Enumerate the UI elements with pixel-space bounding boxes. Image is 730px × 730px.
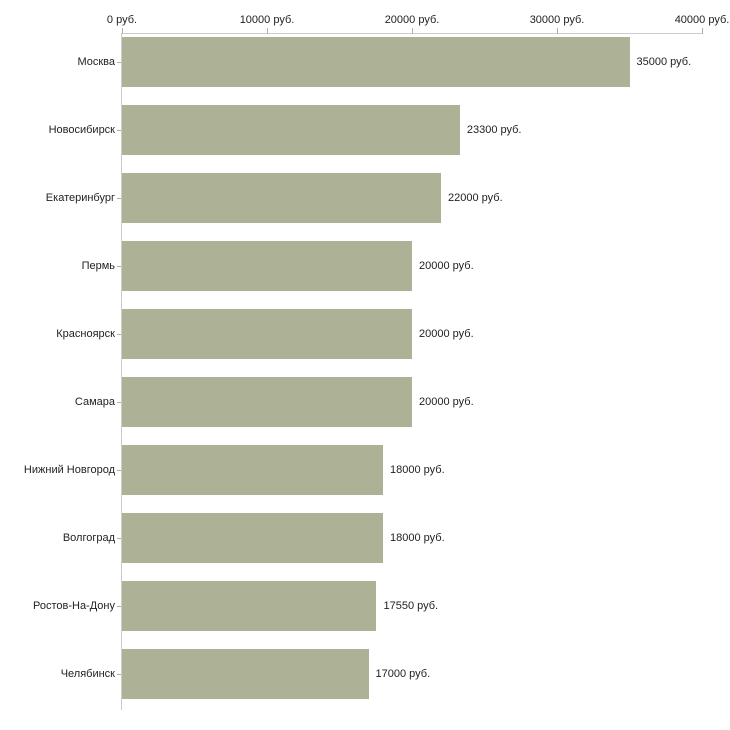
y-axis-tick [117,198,121,199]
bar-row: Волгоград 18000 руб. [63,513,702,563]
bar [122,649,369,699]
plot-area: 0 руб. 10000 руб. 20000 руб. 30000 руб. 4000… [24,14,729,710]
bar-row: Красноярск 20000 руб. [56,309,702,359]
y-axis-tick [117,62,121,63]
bar-row: Челябинск 17000 руб. [61,649,702,699]
bar [122,445,383,495]
category-label: Екатеринбург [45,192,115,204]
x-axis-tick [267,28,268,34]
value-label: 20000 руб. [419,396,474,408]
value-label: 18000 руб. [390,464,445,476]
bar [122,581,377,631]
x-axis-tick-label: 40000 руб. [674,14,730,26]
x-axis-tick [412,28,413,34]
category-label: Нижний Новгород [23,464,115,476]
value-label: 17000 руб. [375,668,431,680]
y-axis-tick [117,606,121,607]
category-label: Москва [77,56,115,68]
category-label: Красноярск [56,328,115,340]
value-label: 20000 руб. [419,260,474,272]
y-axis-tick [117,470,121,471]
x-axis-tick-label: 10000 руб. [239,14,295,26]
value-label: 17550 руб. [383,600,439,612]
x-axis-tick-label: 20000 руб. [384,14,440,26]
x-axis-tick-label: 30000 руб. [529,14,585,26]
bar-row: Екатеринбург 22000 руб. [46,173,702,223]
category-label: Самара [74,396,115,408]
bar-row: Москва 35000 руб. [77,37,702,87]
category-label: Челябинск [60,668,115,680]
bar [122,173,441,223]
y-axis-tick [117,402,121,403]
bar-row: Ростов-На-Дону 17550 руб. [33,581,702,631]
value-label: 23300 руб. [466,124,522,136]
category-label: Ростов-На-Дону [32,600,115,612]
bar [122,309,412,359]
y-axis-tick [117,538,121,539]
x-axis-tick [702,28,703,34]
category-label: Новосибирск [48,124,115,136]
bar [122,377,412,427]
value-label: 35000 руб. [636,56,692,68]
x-axis-tick [122,28,123,34]
bar-row: Новосибирск 23300 руб. [49,105,702,155]
category-label: Пермь [81,260,115,272]
y-axis-tick [117,674,121,675]
value-label: 18000 руб. [390,532,445,544]
category-label: Волгоград [62,532,115,544]
bar [122,241,412,291]
y-axis-tick [117,266,121,267]
bar [122,105,460,155]
y-axis-tick [117,334,121,335]
bar-row: Самара 20000 руб. [75,377,702,427]
bar-row: Пермь 20000 руб. [82,241,702,291]
bar [122,513,383,563]
value-label: 22000 руб. [448,192,503,204]
value-label: 20000 руб. [419,328,474,340]
x-axis-tick [557,28,558,34]
bar [122,37,630,87]
y-axis-tick [117,130,121,131]
bar-row: Нижний Новгород 18000 руб. [24,445,702,495]
x-axis-tick-label: 0 руб. [106,14,138,26]
